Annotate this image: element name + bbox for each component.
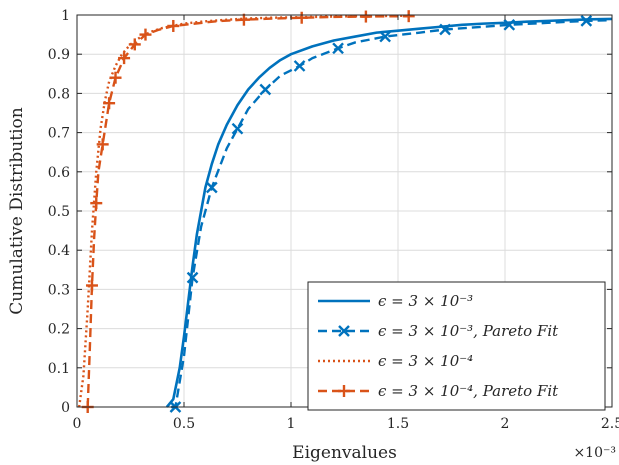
series-3-marker [237,13,250,26]
series-1-marker [293,60,306,72]
x-tick-label: 2.5 [601,416,619,432]
series-1-marker [580,15,593,27]
x-tick-label: 1.5 [387,416,409,432]
x-axis-label: Eigenvalues [292,443,397,463]
y-tick-label: 0.7 [48,126,70,142]
series-1-marker [332,42,344,55]
series-1-marker [186,271,199,284]
ticks: 0 0.5 1 1.5 2 2.5 0 0.1 0.2 0.3 0.4 0.5 0.6 0.7 0.8 0.9… [48,8,619,432]
series-1-marker [205,181,218,194]
series-3-line [86,14,409,408]
y-tick-label: 1 [61,8,70,24]
series-layer [77,10,613,413]
legend: ϵ = 3 × 10⁻³ ϵ = 3 × 10⁻³, Pareto Fit ϵ = … [307,281,606,411]
legend-label: ϵ = 3 × 10⁻⁴, Pareto Fit [378,382,559,400]
legend-label: ϵ = 3 × 10⁻³ [378,292,473,310]
legend-entry: ϵ = 3 × 10⁻⁴ [318,352,473,370]
series-3-marker [402,10,415,23]
series-3-marker [359,10,372,23]
legend-box [307,281,606,411]
series-3-marker [109,71,122,84]
legend-label: ϵ = 3 × 10⁻⁴ [378,352,473,370]
x-tick-label: 1 [287,416,296,432]
series-3-marker [118,52,131,65]
y-tick-label: 0.4 [48,243,70,259]
series-1-marker [439,23,451,36]
legend-entry: ϵ = 3 × 10⁻³ [318,292,473,310]
y-tick-label: 0.3 [48,282,70,298]
x-axis-exponent: ×10⁻³ [573,445,616,461]
y-tick-label: 0.5 [48,204,70,220]
y-tick-label: 0.9 [48,47,70,63]
series-3-marker [85,279,98,292]
series-3-marker [96,138,109,151]
legend-entry: ϵ = 3 × 10⁻⁴, Pareto Fit [318,382,559,400]
series-3-marker [90,197,103,210]
series-3-marker [167,19,180,32]
series-3-marker [338,385,350,397]
y-tick-label: 0.2 [48,322,70,338]
legend-label: ϵ = 3 × 10⁻³, Pareto Fit [378,322,559,340]
y-tick-label: 0.8 [48,86,70,102]
y-tick-label: 0.6 [48,165,70,181]
y-tick-label: 0.1 [48,361,70,377]
series-1-marker [503,18,516,31]
series-3-marker [295,11,308,24]
series-1-marker [379,30,392,43]
x-tick-label: 0.5 [173,416,195,432]
y-tick-label: 0 [61,400,70,416]
legend-entry: ϵ = 3 × 10⁻³, Pareto Fit [318,322,559,340]
series-3-marker [103,97,116,110]
series-1-marker [259,83,272,96]
series-3-marker [139,28,152,41]
series-1-marker [338,325,350,337]
x-tick-label: 0 [73,416,82,432]
y-axis-label: Cumulative Distribution [7,107,27,314]
x-tick-label: 2 [501,416,510,432]
series-1-marker [231,122,244,135]
labels: Eigenvalues Cumulative Distribution ×10⁻… [7,107,616,463]
series-0-line [165,17,613,408]
series-3-marker [128,38,141,51]
